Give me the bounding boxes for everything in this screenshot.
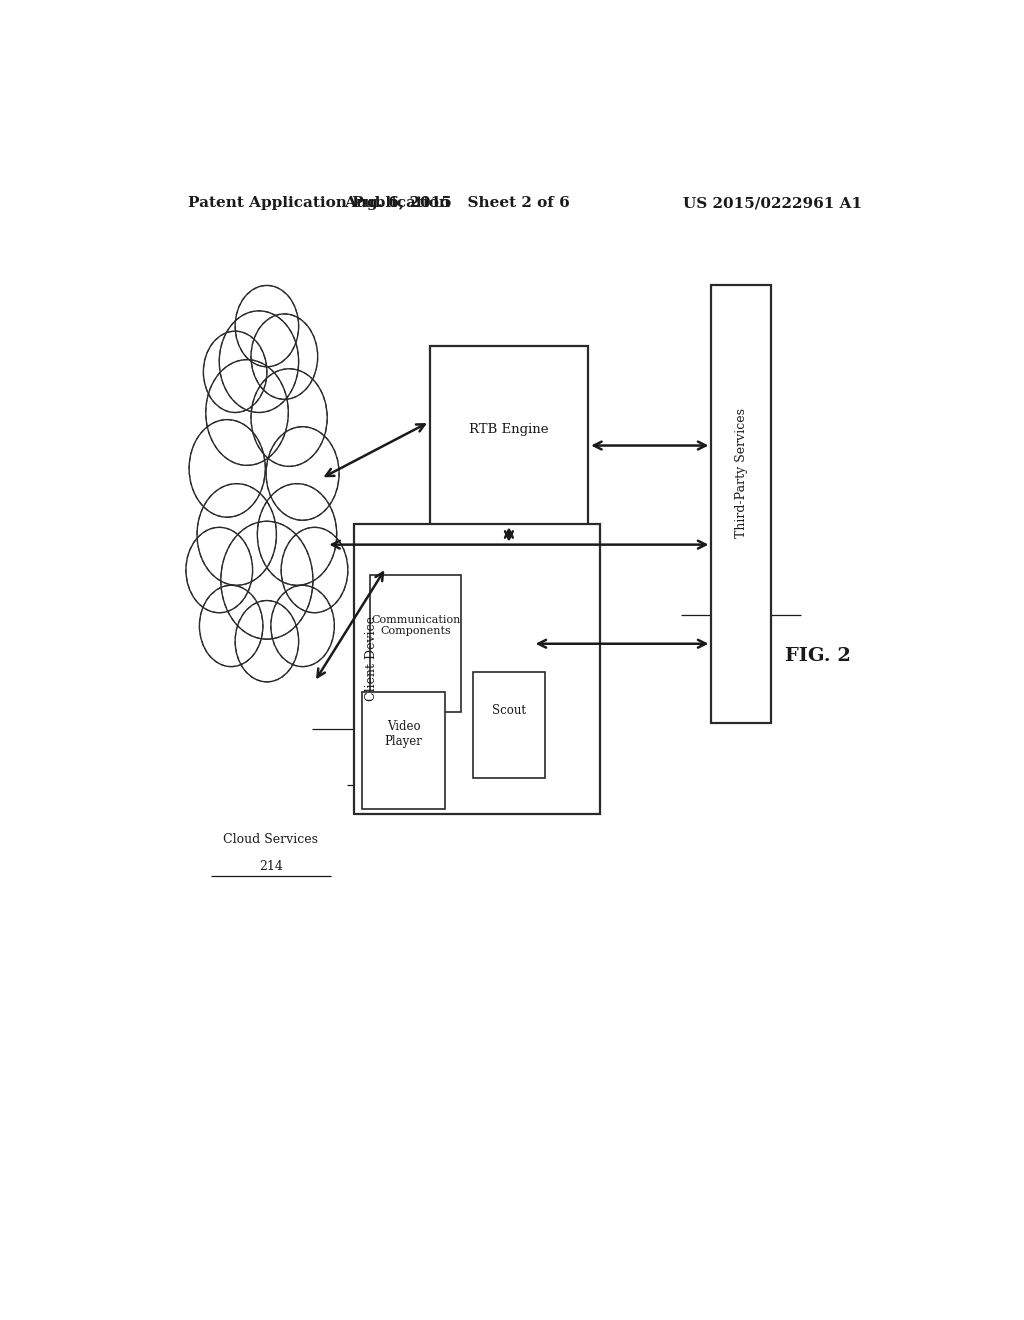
Text: FIG. 2: FIG. 2 [785, 647, 851, 665]
Text: RTB Engine: RTB Engine [469, 424, 549, 436]
Circle shape [236, 285, 299, 367]
Circle shape [257, 483, 337, 585]
FancyBboxPatch shape [354, 524, 600, 814]
Circle shape [204, 331, 267, 413]
Text: Cloud Services: Cloud Services [223, 833, 318, 846]
Text: 210: 210 [729, 599, 753, 612]
FancyBboxPatch shape [213, 312, 321, 647]
Text: 212: 212 [497, 475, 521, 487]
Circle shape [219, 312, 299, 413]
Circle shape [197, 483, 276, 585]
Circle shape [200, 585, 263, 667]
Text: Communication
Components: Communication Components [371, 615, 461, 636]
Circle shape [282, 528, 348, 612]
Text: Aug. 6, 2015   Sheet 2 of 6: Aug. 6, 2015 Sheet 2 of 6 [344, 197, 570, 210]
Text: Patent Application Publication: Patent Application Publication [187, 197, 450, 210]
Text: 208: 208 [406, 669, 426, 680]
Circle shape [266, 426, 339, 520]
Circle shape [206, 359, 289, 466]
FancyBboxPatch shape [362, 692, 445, 809]
Text: 214: 214 [259, 861, 283, 874]
Text: Client Device: Client Device [366, 616, 378, 701]
Text: Video
Player: Video Player [385, 721, 423, 748]
Circle shape [221, 521, 313, 639]
Text: Scout: Scout [492, 705, 526, 717]
Text: 206: 206 [392, 770, 415, 783]
Circle shape [236, 601, 299, 682]
FancyBboxPatch shape [430, 346, 588, 545]
Text: 204: 204 [498, 737, 520, 750]
Circle shape [251, 314, 317, 399]
FancyBboxPatch shape [370, 576, 461, 713]
Circle shape [251, 368, 328, 466]
Circle shape [270, 585, 334, 667]
Circle shape [189, 420, 265, 517]
Text: US 2015/0222961 A1: US 2015/0222961 A1 [683, 197, 862, 210]
Circle shape [186, 528, 253, 612]
Text: 202: 202 [359, 714, 384, 726]
FancyBboxPatch shape [712, 285, 771, 722]
Text: Third-Party Services: Third-Party Services [734, 408, 748, 539]
FancyBboxPatch shape [473, 672, 545, 779]
